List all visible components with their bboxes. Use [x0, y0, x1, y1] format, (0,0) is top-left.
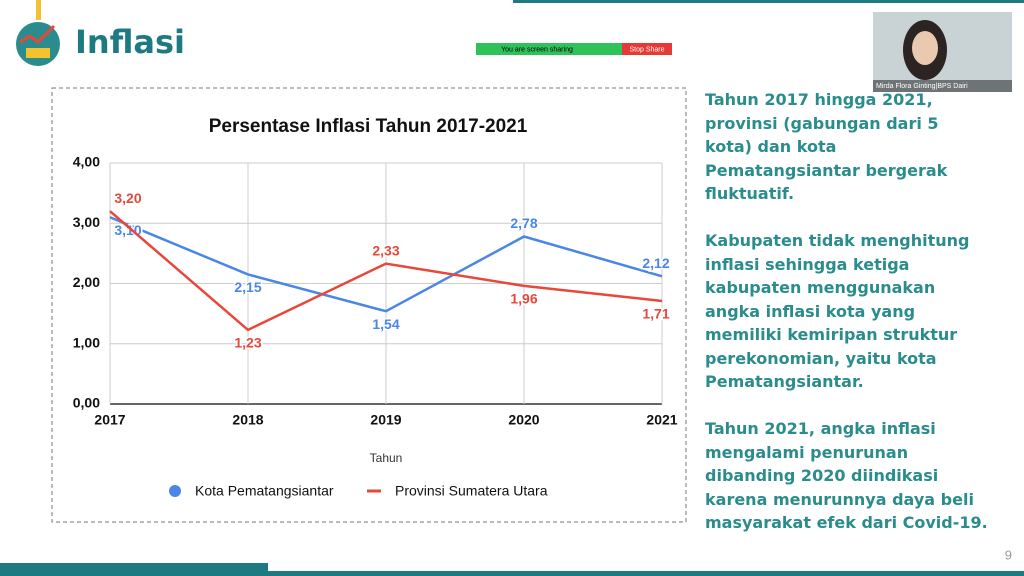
- y-tick-label: 0,00: [73, 395, 100, 411]
- bottom-line: [268, 571, 1024, 576]
- x-axis-label: Tahun: [370, 451, 403, 465]
- paragraph: Tahun 2017 hingga 2021, provinsi (gabung…: [705, 90, 948, 203]
- video-person: [912, 31, 938, 65]
- page-number: 9: [1005, 547, 1012, 562]
- slide-title: Inflasi: [75, 23, 185, 61]
- legend-label: Provinsi Sumatera Utara: [395, 483, 548, 499]
- x-tick-label: 2018: [232, 412, 263, 428]
- data-label: 1,54: [372, 316, 399, 332]
- chart-title: Persentase Inflasi Tahun 2017-2021: [209, 116, 528, 137]
- x-tick-label: 2017: [94, 412, 125, 428]
- y-tick-label: 3,00: [73, 214, 100, 230]
- chart-frame: [51, 87, 687, 523]
- text-panel: Tahun 2017 hingga 2021, provinsi (gabung…: [705, 88, 990, 558]
- stop-share-button[interactable]: [622, 43, 672, 55]
- top-bar: [513, 0, 1024, 3]
- line: [109, 210, 663, 332]
- video-name: Mirda Flora Ginting|BPS Dairi: [876, 83, 968, 90]
- x-tick-label: 2020: [508, 412, 539, 428]
- accent: [36, 0, 41, 20]
- data-label: 2,12: [642, 255, 669, 271]
- share-status: You are screen sharing: [501, 46, 573, 53]
- share-bar: [476, 43, 622, 55]
- data-label: 2,33: [372, 242, 399, 258]
- data-label: 1,23: [234, 335, 261, 351]
- logo-icon: [19, 24, 56, 44]
- data-label: 1,96: [510, 291, 537, 307]
- paragraph: Kabupaten tidak menghitung inflasi sehin…: [705, 231, 970, 391]
- paragraph: Tahun 2021, angka inflasi mengalami penu…: [705, 419, 988, 532]
- x-tick-label: 2021: [646, 412, 677, 428]
- logo-icon: [26, 48, 50, 58]
- stop-share-label[interactable]: Stop Share: [629, 46, 664, 53]
- bottom-bar: [0, 563, 268, 576]
- data-label: 2,78: [510, 215, 537, 231]
- y-tick-label: 4,00: [73, 154, 100, 170]
- line: [109, 216, 663, 313]
- video-name-bg: [873, 80, 1012, 92]
- y-tick-label: 2,00: [73, 274, 100, 290]
- data-label: 2,15: [234, 279, 261, 295]
- data-label: 3,20: [114, 190, 141, 206]
- legend-label: Kota Pematangsiantar: [195, 483, 334, 499]
- data-label: 1,71: [642, 306, 669, 322]
- legend-marker: [169, 485, 181, 497]
- y-tick-label: 1,00: [73, 334, 100, 350]
- x-tick-label: 2019: [370, 412, 401, 428]
